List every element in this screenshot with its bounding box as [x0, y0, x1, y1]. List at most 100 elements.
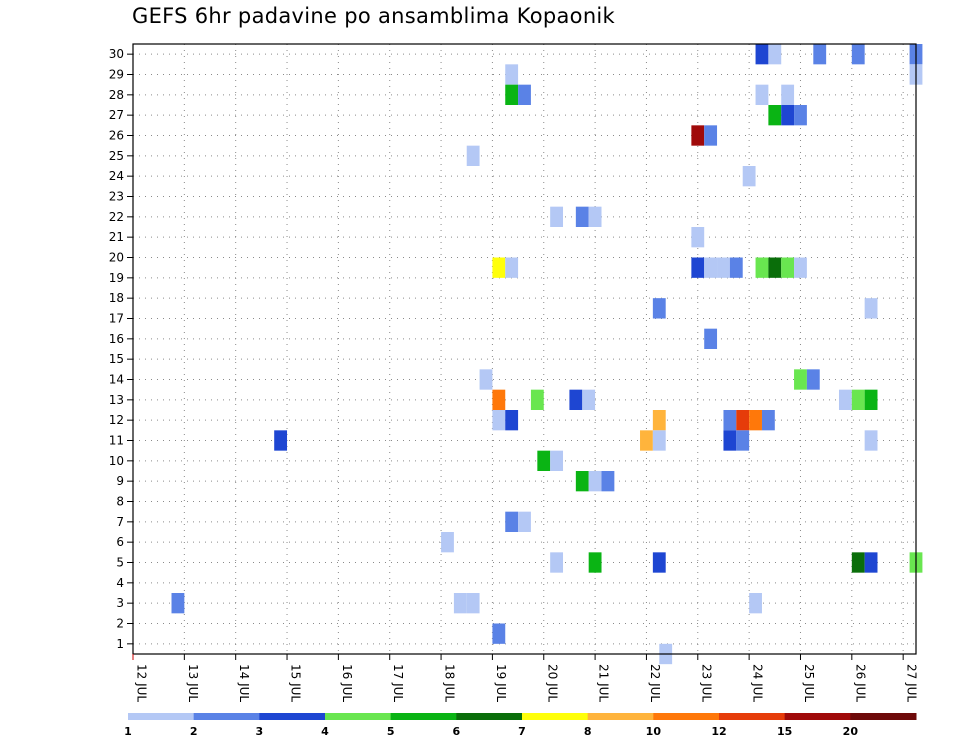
y-tick-label: 1	[116, 637, 124, 651]
precip-cell	[550, 206, 564, 227]
colorbar-swatch	[193, 713, 260, 720]
y-tick-label: 19	[109, 271, 124, 285]
y-tick-label: 22	[109, 210, 124, 224]
precip-cell	[518, 84, 531, 105]
y-tick-label: 20	[109, 251, 124, 265]
precip-cell	[575, 471, 589, 492]
colorbar: 1 2 3 4 5 6 7 8 10 12 15 20	[124, 713, 917, 738]
precip-cell	[838, 389, 852, 410]
precip-cell	[479, 369, 493, 390]
y-tick-label: 11	[109, 434, 124, 448]
y-tick-label: 7	[116, 515, 124, 529]
precip-cell	[530, 389, 544, 410]
y-axis: 1234567891011121314151617181920212223242…	[109, 47, 133, 651]
precip-cell	[652, 430, 666, 451]
y-tick-label: 3	[116, 596, 124, 610]
precip-cell	[704, 125, 718, 146]
x-tick-label: 16 JUL	[340, 664, 354, 702]
colorbar-swatch	[456, 713, 523, 720]
precip-cell	[691, 227, 705, 248]
colorbar-swatch	[522, 713, 589, 720]
x-axis: 12 JUL 13 JUL 14 JUL 15 JUL 16 JUL 17 JUL 18 J…	[132, 654, 919, 702]
precip-cell	[723, 410, 737, 431]
precip-cell	[755, 44, 769, 65]
x-tick-label: 14 JUL	[237, 664, 251, 702]
x-tick-label: 17 JUL	[391, 664, 405, 702]
precip-cell	[781, 105, 795, 126]
y-tick-label: 30	[109, 47, 124, 61]
precip-cell	[505, 257, 519, 278]
precip-cell	[761, 410, 775, 431]
y-tick-label: 6	[116, 535, 124, 549]
grid-lines	[132, 44, 916, 654]
colorbar-label: 5	[387, 725, 395, 738]
y-tick-label: 28	[109, 88, 124, 102]
colorbar-label: 10	[646, 725, 662, 738]
colorbar-label: 1	[124, 725, 132, 738]
colorbar-swatch	[259, 713, 326, 720]
y-tick-label: 27	[109, 108, 124, 122]
precip-cells	[171, 44, 923, 665]
precip-cell	[518, 511, 531, 532]
precip-cell	[736, 430, 750, 451]
precip-cell	[588, 206, 602, 227]
precip-cell	[505, 84, 519, 105]
precip-cell	[768, 257, 782, 278]
precip-cell	[652, 298, 666, 319]
y-tick-label: 14	[109, 373, 124, 387]
precip-cell	[492, 623, 506, 644]
colorbar-swatch	[128, 713, 195, 720]
y-tick-label: 13	[109, 393, 124, 407]
y-tick-label: 25	[109, 149, 124, 163]
y-tick-label: 21	[109, 230, 124, 244]
precip-cell	[171, 593, 185, 614]
precip-cell	[588, 552, 602, 573]
precip-cell	[794, 257, 807, 278]
x-tick-label: 27 JUL	[905, 664, 919, 702]
y-tick-label: 2	[116, 617, 124, 631]
x-tick-label: 18 JUL	[443, 664, 457, 702]
chart-title: GEFS 6hr padavine po ansamblima Kopaonik	[132, 4, 616, 28]
precip-cell	[742, 166, 756, 187]
precip-cell	[864, 389, 878, 410]
precip-cell	[704, 257, 718, 278]
y-tick-label: 26	[109, 129, 124, 143]
precip-cell	[717, 257, 730, 278]
y-tick-label: 15	[109, 352, 124, 366]
x-tick-label: 15 JUL	[289, 664, 303, 702]
precip-cell	[505, 511, 519, 532]
colorbar-swatch	[784, 713, 851, 720]
y-tick-label: 17	[109, 312, 124, 326]
precip-cell	[864, 430, 878, 451]
precip-cell	[781, 84, 795, 105]
colorbar-label: 6	[453, 725, 461, 738]
x-tick-label: 22 JUL	[648, 664, 662, 702]
x-tick-label: 23 JUL	[699, 664, 713, 702]
colorbar-swatch	[653, 713, 720, 720]
precip-cell	[794, 105, 807, 126]
y-tick-label: 4	[116, 576, 124, 590]
y-tick-label: 10	[109, 454, 124, 468]
x-tick-label: 12 JUL	[135, 664, 149, 702]
y-tick-label: 9	[116, 474, 124, 488]
plot-frame	[132, 43, 917, 655]
colorbar-label: 2	[190, 725, 198, 738]
precip-cell	[755, 257, 769, 278]
y-tick-label: 5	[116, 556, 124, 570]
colorbar-label: 4	[321, 725, 329, 738]
colorbar-label: 15	[777, 725, 792, 738]
colorbar-label: 7	[518, 725, 526, 738]
precip-cell	[851, 389, 865, 410]
y-tick-label: 12	[109, 413, 124, 427]
x-tick-label: 25 JUL	[802, 664, 816, 702]
precip-cell	[768, 105, 782, 126]
x-tick-label: 26 JUL	[853, 664, 867, 702]
x-tick-label: 20 JUL	[545, 664, 559, 702]
precip-cell	[575, 206, 589, 227]
precip-cell	[749, 410, 762, 431]
y-tick-label: 29	[109, 68, 124, 82]
colorbar-swatch	[719, 713, 786, 720]
precip-cell	[691, 257, 705, 278]
precip-cell	[723, 430, 737, 451]
precip-cell	[704, 328, 718, 349]
